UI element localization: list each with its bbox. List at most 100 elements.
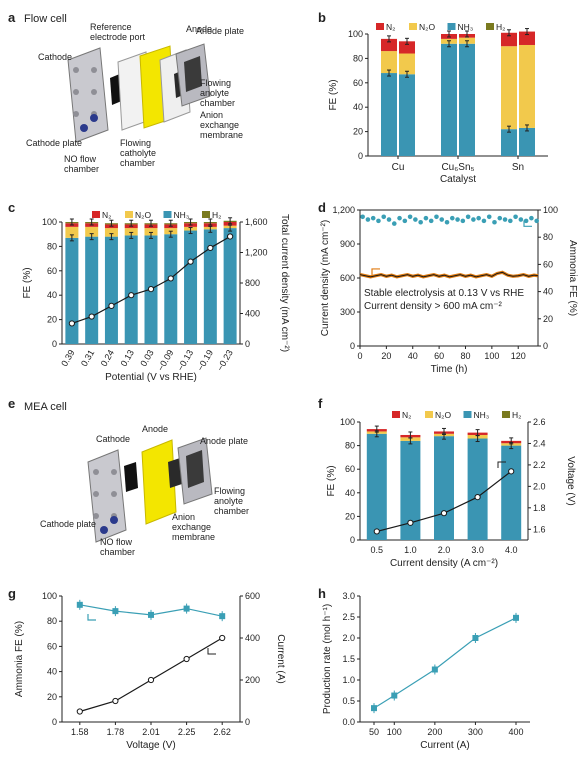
bar-nh3 bbox=[124, 235, 138, 344]
callout-line: Anion bbox=[200, 110, 223, 120]
panel-label-b: b bbox=[318, 10, 326, 25]
callout-line: anolyte bbox=[200, 88, 229, 98]
y2-axis-label: Total current density (mA cm⁻²) bbox=[279, 214, 290, 352]
y-tick-label: 100 bbox=[42, 217, 57, 227]
y-tick-label: 60 bbox=[47, 641, 57, 651]
bar-n2o bbox=[85, 226, 99, 237]
y2-tick-label: 0 bbox=[543, 341, 548, 351]
ammonia-fe-point bbox=[444, 219, 450, 225]
y-tick-label: 100 bbox=[340, 417, 355, 427]
x-tick-label: 100 bbox=[484, 351, 499, 361]
annotation-current: Current density > 600 mA cm⁻² bbox=[364, 301, 503, 312]
ammonia-fe-point bbox=[370, 215, 376, 221]
callout-line: chamber bbox=[64, 164, 99, 174]
current-density-point bbox=[167, 275, 174, 282]
callout-line: Anode bbox=[142, 424, 168, 434]
voltage-point bbox=[508, 468, 515, 475]
y-tick-label: 1,200 bbox=[332, 205, 355, 215]
y-tick-label: 1.0 bbox=[342, 675, 355, 685]
bar-nh3 bbox=[164, 234, 178, 344]
current-density-trace-core bbox=[359, 271, 539, 278]
y-tick-label: 3.0 bbox=[342, 591, 355, 601]
bar-nh3 bbox=[104, 236, 118, 344]
bar-nh3 bbox=[203, 229, 217, 344]
legend-swatch-n2o bbox=[409, 23, 417, 30]
y-tick-label: 40 bbox=[345, 488, 355, 498]
anode-shape bbox=[168, 458, 182, 488]
y-tick-label: 900 bbox=[340, 239, 355, 249]
legend-label-h2: H₂ bbox=[496, 22, 505, 32]
bolt-shape bbox=[91, 89, 97, 95]
callout-e-6: NO flow chamber bbox=[100, 537, 135, 557]
y2-tick-label: 400 bbox=[245, 633, 260, 643]
y-axis-label: Production rate (mol h⁻¹) bbox=[322, 604, 333, 714]
cathode-plate-shape bbox=[67, 47, 109, 143]
x-tick-label: 20 bbox=[381, 351, 391, 361]
current-point bbox=[76, 708, 83, 715]
callout-line: chamber bbox=[100, 547, 135, 557]
x-tick-label: 2.01 bbox=[142, 727, 160, 737]
x-tick-label: 1.78 bbox=[107, 727, 125, 737]
ammonia-fe-point bbox=[471, 217, 476, 222]
current-line bbox=[79, 637, 223, 713]
port-shape bbox=[100, 526, 108, 534]
callout-a-1: Anode bbox=[186, 24, 212, 34]
bar-n2o bbox=[501, 46, 517, 130]
panel-f: N₂ N₂O NH₃ H₂ 0 20 40 60 80 100 1.6 1.8 2.0 2.2 2.4 2.6… bbox=[326, 410, 576, 569]
y-tick-label: 80 bbox=[47, 241, 57, 251]
legend-swatch-n2 bbox=[392, 411, 400, 418]
y-tick-label: 60 bbox=[345, 464, 355, 474]
current-density-point bbox=[68, 320, 75, 327]
callout-a-0: Reference electrode port bbox=[90, 22, 146, 42]
y2-tick-label: 800 bbox=[245, 278, 260, 288]
callout-line: anolyte bbox=[214, 496, 243, 506]
bolt-shape bbox=[93, 491, 99, 497]
y-tick-label: 0.5 bbox=[342, 696, 355, 706]
legend-label-n2o: N₂O bbox=[135, 210, 151, 220]
ammonia-fe-point bbox=[486, 214, 492, 220]
ammonia-fe-point bbox=[183, 605, 190, 612]
legend-swatch-n2 bbox=[376, 23, 384, 30]
bar-nh3 bbox=[381, 73, 397, 156]
x-tick-label: 3.0 bbox=[471, 545, 484, 555]
bolt-shape bbox=[111, 469, 117, 475]
bar-n2o bbox=[144, 228, 158, 236]
panel-d: 0 300 600 900 1,200 0 20 40 60 80 100 0 20 40 60 80 100 1… bbox=[320, 205, 578, 375]
y-tick-label: 80 bbox=[353, 53, 363, 63]
panel-label-e: e bbox=[8, 396, 15, 411]
y2-tick-label: 1.8 bbox=[533, 503, 546, 513]
callout-line: Cathode plate bbox=[26, 138, 82, 148]
y2-tick-label: 1.6 bbox=[533, 524, 546, 534]
port-shape bbox=[80, 124, 88, 132]
x-tick-label: 200 bbox=[427, 727, 442, 737]
bar-nh3 bbox=[223, 228, 237, 344]
y2-tick-label: 1,600 bbox=[245, 217, 268, 227]
production-rate-point bbox=[431, 666, 438, 673]
current-density-point bbox=[207, 244, 214, 252]
ammonia-fe-point bbox=[76, 601, 83, 608]
ammonia-fe-point bbox=[381, 214, 387, 220]
y2-tick-label: 80 bbox=[543, 232, 553, 242]
panel-a-title: Flow cell bbox=[24, 13, 67, 25]
y-tick-label: 2.5 bbox=[342, 612, 355, 622]
membrane-shape bbox=[141, 439, 177, 525]
legend-swatch-nh3 bbox=[463, 411, 472, 418]
bar-nh3 bbox=[501, 445, 522, 540]
current-point bbox=[219, 634, 226, 642]
ammonia-fe-point bbox=[529, 215, 534, 221]
y2-tick-label: 2.0 bbox=[533, 481, 546, 491]
bar-nh3 bbox=[85, 236, 99, 344]
ammonia-fe-point bbox=[148, 611, 154, 618]
ammonia-fe-point bbox=[481, 218, 487, 224]
callout-a-4: Flowing anolyte chamber bbox=[200, 78, 235, 108]
callout-line: catholyte bbox=[120, 148, 156, 158]
callout-e-2: Anode plate bbox=[200, 436, 248, 446]
bar-nh3 bbox=[65, 237, 79, 344]
bar-nh3 bbox=[441, 43, 457, 157]
arrow-left-icon bbox=[87, 614, 96, 621]
callout-line: membrane bbox=[200, 130, 243, 140]
y-tick-label: 40 bbox=[47, 290, 57, 300]
x-tick-label: 40 bbox=[408, 351, 418, 361]
callout-line: Anion bbox=[172, 512, 195, 522]
y2-tick-label: 600 bbox=[245, 591, 260, 601]
